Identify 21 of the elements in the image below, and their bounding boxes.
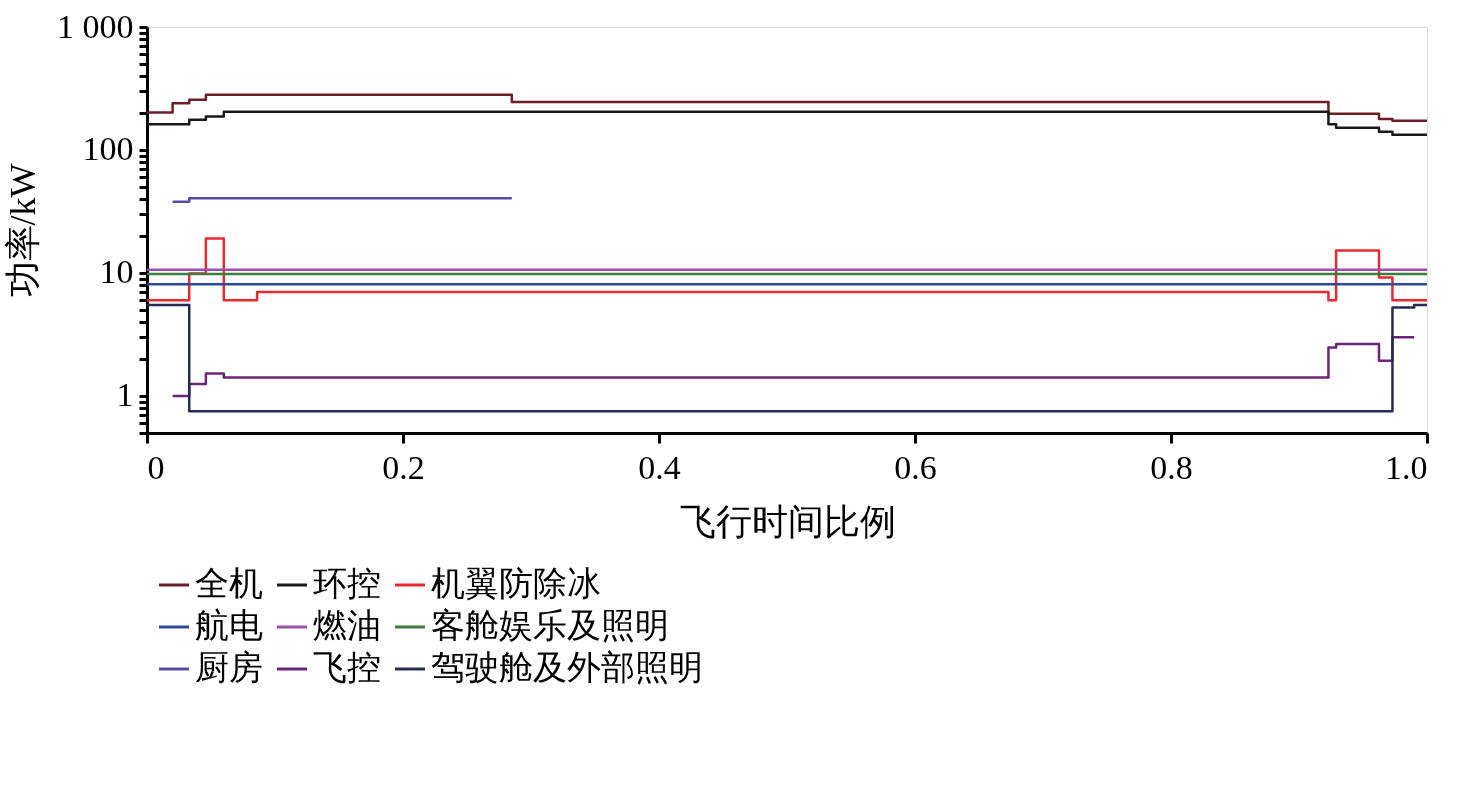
legend-label: 驾驶舱及外部照明 <box>431 649 703 686</box>
y-tick-label: 10 <box>99 253 134 291</box>
x-tick-label: 0.4 <box>638 448 681 486</box>
legend-label: 客舱娱乐及照明 <box>431 607 669 644</box>
x-tick-label: 1.0 <box>1385 448 1428 486</box>
y-tick-label: 1 <box>116 376 134 414</box>
x-tick-label: 0.6 <box>894 448 937 486</box>
legend-label: 环控 <box>313 565 381 602</box>
legend-label: 燃油 <box>313 607 381 644</box>
y-tick-label: 1 000 <box>57 7 134 45</box>
x-tick-label: 0.8 <box>1150 448 1193 486</box>
x-tick-label: 0 <box>147 448 165 486</box>
legend-label: 飞控 <box>313 649 381 686</box>
legend-label: 航电 <box>195 607 263 644</box>
x-tick-label: 0.2 <box>382 448 425 486</box>
x-axis-title: 飞行时间比例 <box>679 501 896 542</box>
legend-label: 机翼防除冰 <box>431 565 601 602</box>
legend-label: 厨房 <box>195 649 263 686</box>
y-tick-label: 100 <box>82 130 134 168</box>
y-axis-title: 功率/kW <box>3 163 43 298</box>
legend-label: 全机 <box>195 565 263 602</box>
